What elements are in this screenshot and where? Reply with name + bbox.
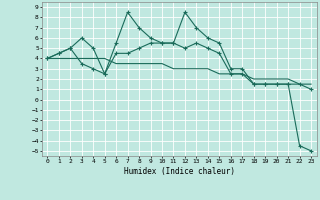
X-axis label: Humidex (Indice chaleur): Humidex (Indice chaleur) <box>124 167 235 176</box>
